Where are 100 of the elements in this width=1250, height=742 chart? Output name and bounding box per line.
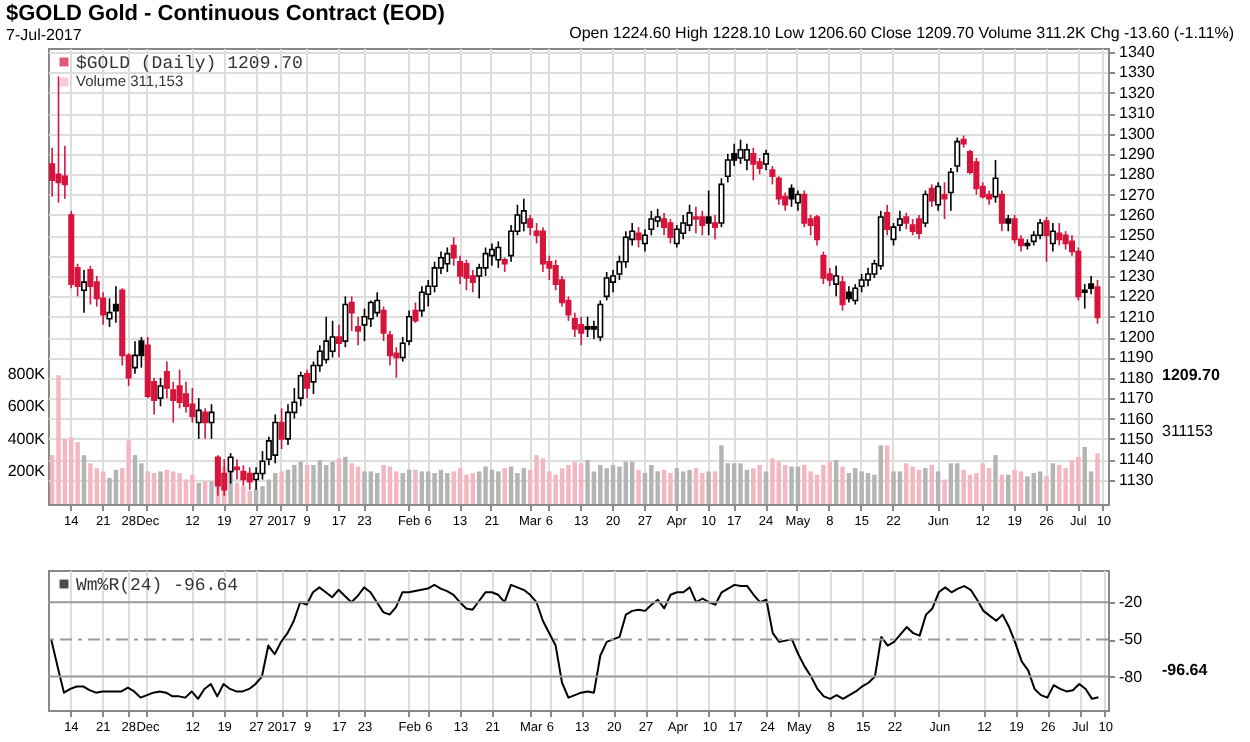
y-tick-label: 1210 [1119, 307, 1156, 326]
y-tick-label: 1130 [1119, 470, 1155, 489]
y-tick-label: 1200 [1119, 328, 1156, 347]
bar [712, 471, 718, 504]
bar [808, 471, 813, 504]
bar [100, 471, 106, 504]
candlestick [1081, 283, 1088, 310]
bar [757, 464, 762, 504]
bar [521, 468, 527, 504]
candlestick [361, 307, 368, 342]
bar [470, 473, 476, 504]
y-tick-label: 1220 [1119, 287, 1156, 306]
bar [202, 481, 208, 504]
bar [394, 471, 399, 504]
bar [1037, 471, 1043, 504]
bar [336, 458, 342, 504]
bar [368, 471, 374, 504]
bar [94, 468, 99, 504]
bar [107, 477, 112, 504]
candlestick [584, 315, 591, 338]
y-tick-label: 1150 [1119, 429, 1155, 448]
bar [865, 473, 871, 504]
candlestick [820, 250, 827, 285]
bar [585, 460, 590, 504]
bar [158, 471, 163, 504]
bar [1076, 456, 1081, 504]
bar [273, 473, 278, 504]
y-tick-label: 1320 [1119, 83, 1156, 102]
text: 1209.70 [1162, 366, 1221, 385]
bar [693, 468, 699, 504]
bar [553, 474, 558, 504]
bar [126, 440, 131, 504]
y-tick-label: 1160 [1119, 409, 1155, 428]
bar [642, 473, 648, 504]
bar [923, 468, 928, 504]
bar [680, 471, 686, 504]
bar [1025, 476, 1030, 504]
candlestick [418, 285, 425, 318]
candlestick [1043, 216, 1050, 263]
text: -96.64 [1162, 660, 1209, 679]
bar [929, 464, 934, 504]
bar [802, 464, 807, 504]
candlestick [941, 181, 948, 220]
candlestick [539, 226, 546, 273]
y-tick-label: 1190 [1119, 348, 1155, 367]
bar [1050, 463, 1056, 504]
bar [674, 468, 680, 504]
candlestick [272, 413, 279, 465]
y-tick-label: -50 [1119, 630, 1144, 649]
candlestick [527, 214, 534, 237]
bar [88, 463, 93, 504]
candlestick [233, 458, 241, 481]
bar [190, 474, 195, 504]
candlestick [240, 464, 247, 487]
candlestick [55, 75, 62, 204]
bar [687, 469, 692, 504]
y2-tick-label: 800K [7, 364, 47, 383]
bar [496, 471, 501, 504]
bar [540, 458, 546, 504]
candlestick [80, 269, 88, 314]
candlestick [661, 212, 668, 237]
bar [171, 471, 176, 504]
candlestick [922, 189, 929, 228]
bar [374, 473, 380, 504]
bar [419, 471, 425, 504]
candlestick [520, 197, 527, 233]
candlestick [1037, 218, 1044, 241]
bar [782, 464, 788, 504]
candlestick [833, 265, 840, 298]
bar [241, 486, 246, 504]
candlestick [202, 407, 209, 440]
bar [534, 455, 539, 504]
bar [1031, 473, 1036, 504]
bar [457, 468, 463, 504]
bar [132, 455, 138, 504]
bar [330, 461, 335, 504]
candlestick [915, 214, 923, 241]
candlestick [348, 295, 355, 332]
y-tick-label: 1250 [1119, 226, 1156, 245]
bar [610, 464, 616, 504]
bar [1069, 460, 1075, 504]
bar [578, 463, 584, 504]
candlestick [884, 203, 891, 237]
candlestick [705, 189, 712, 237]
candlestick [839, 275, 846, 312]
candlestick [304, 368, 311, 399]
y-tick-label: 1340 [1119, 43, 1156, 62]
bar [317, 460, 323, 504]
candlestick [743, 142, 750, 171]
y-tick-label: 1270 [1119, 185, 1156, 204]
candlestick [998, 189, 1005, 233]
candlestick [131, 340, 139, 375]
candlestick [412, 301, 419, 324]
bar [738, 463, 743, 504]
bar [151, 473, 157, 504]
y-tick-label: 1260 [1119, 205, 1156, 224]
bar [1018, 471, 1024, 504]
bar [209, 481, 214, 504]
bar [853, 468, 858, 504]
bar [445, 473, 450, 504]
